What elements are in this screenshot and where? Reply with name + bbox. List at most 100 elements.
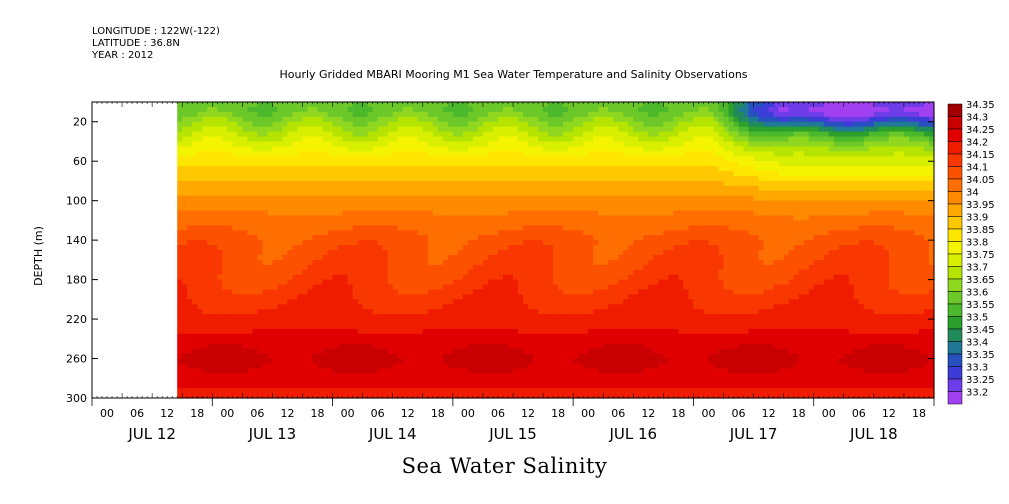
heatmap-cell: [222, 348, 228, 355]
heatmap-cell: [528, 111, 534, 118]
heatmap-cell: [302, 383, 309, 389]
heatmap-cell: [477, 309, 484, 315]
heatmap-cell: [207, 284, 213, 291]
heatmap-cell: [442, 363, 449, 369]
heatmap-cell: [337, 388, 344, 394]
heatmap-cell: [513, 259, 519, 266]
heatmap-cell: [427, 210, 434, 217]
heatmap-cell: [367, 205, 374, 212]
heatmap-cell: [242, 210, 248, 217]
heatmap-cell: [277, 358, 284, 365]
heatmap-cell: [467, 171, 474, 177]
heatmap-cell: [422, 378, 429, 384]
heatmap-cell: [462, 368, 469, 374]
heatmap-cell: [217, 353, 223, 360]
heatmap-cell: [197, 309, 203, 315]
heatmap-cell: [207, 294, 213, 300]
heatmap-cell: [317, 116, 324, 123]
heatmap-cell: [292, 146, 299, 152]
heatmap-cell: [492, 235, 499, 241]
heatmap-cell: [357, 299, 364, 305]
heatmap-cell: [377, 304, 384, 310]
heatmap-cell: [322, 245, 329, 251]
heatmap-cell: [217, 294, 223, 300]
heatmap-cell: [187, 225, 193, 231]
heatmap-cell: [217, 250, 223, 256]
heatmap-cell: [422, 156, 429, 162]
heatmap-cell: [332, 200, 339, 207]
heatmap-cell: [407, 230, 414, 236]
heatmap-cell: [457, 378, 464, 384]
heatmap-cell: [558, 185, 564, 192]
heatmap-cell: [227, 235, 233, 241]
heatmap-cell: [578, 220, 584, 226]
heatmap-cell: [553, 161, 559, 167]
heatmap-cell: [502, 171, 509, 177]
heatmap-cell: [277, 225, 284, 231]
heatmap-cell: [578, 259, 584, 266]
heatmap-cell: [558, 343, 564, 350]
heatmap-cell: [252, 333, 258, 340]
heatmap-cell: [523, 254, 529, 261]
heatmap-cell: [352, 151, 359, 157]
heatmap-cell: [588, 111, 594, 118]
heatmap-cell: [452, 378, 459, 384]
heatmap-cell: [312, 116, 319, 123]
heatmap-cell: [192, 180, 198, 187]
heatmap-cell: [568, 106, 574, 113]
heatmap-cell: [457, 269, 464, 276]
heatmap-cell: [222, 378, 228, 384]
heatmap-cell: [242, 383, 248, 389]
heatmap-cell: [397, 284, 404, 291]
heatmap-cell: [422, 176, 429, 182]
heatmap-cell: [437, 205, 444, 212]
heatmap-cell: [422, 102, 429, 108]
heatmap-cell: [272, 314, 279, 320]
heatmap-cell: [342, 205, 349, 212]
heatmap-cell: [487, 131, 494, 138]
heatmap-cell: [402, 284, 409, 291]
heatmap-cell: [523, 180, 529, 187]
heatmap-cell: [377, 121, 384, 128]
heatmap-cell: [207, 383, 213, 389]
heatmap-cell: [267, 166, 274, 172]
heatmap-cell: [322, 146, 329, 152]
heatmap-cell: [568, 348, 574, 355]
heatmap-cell: [177, 126, 183, 133]
heatmap-cell: [583, 353, 589, 360]
heatmap-cell: [588, 116, 594, 123]
heatmap-cell: [187, 264, 193, 271]
heatmap-cell: [387, 240, 394, 246]
heatmap-cell: [307, 373, 314, 379]
heatmap-cell: [543, 161, 549, 167]
heatmap-cell: [202, 284, 208, 291]
heatmap-cell: [558, 151, 564, 157]
heatmap-cell: [202, 250, 208, 256]
heatmap-cell: [472, 136, 479, 143]
heatmap-cell: [432, 274, 439, 281]
heatmap-cell: [412, 151, 419, 157]
heatmap-cell: [457, 314, 464, 320]
heatmap-cell: [237, 378, 243, 384]
heatmap-cell: [217, 388, 223, 394]
heatmap-cell: [472, 269, 479, 276]
heatmap-cell: [588, 324, 594, 330]
heatmap-cell: [352, 363, 359, 369]
heatmap-cell: [182, 353, 188, 360]
heatmap-cell: [588, 333, 594, 340]
heatmap-cell: [457, 141, 464, 147]
heatmap-cell: [237, 333, 243, 340]
heatmap-cell: [367, 245, 374, 251]
heatmap-cell: [297, 284, 304, 291]
heatmap-cell: [427, 284, 434, 291]
heatmap-cell: [558, 156, 564, 162]
heatmap-cell: [487, 106, 494, 113]
heatmap-cell: [337, 200, 344, 207]
heatmap-cell: [232, 156, 238, 162]
heatmap-cell: [548, 176, 554, 182]
heatmap-cell: [372, 274, 379, 281]
heatmap-cell: [482, 343, 489, 350]
heatmap-cell: [422, 289, 429, 295]
heatmap-cell: [177, 171, 183, 177]
heatmap-cell: [277, 348, 284, 355]
